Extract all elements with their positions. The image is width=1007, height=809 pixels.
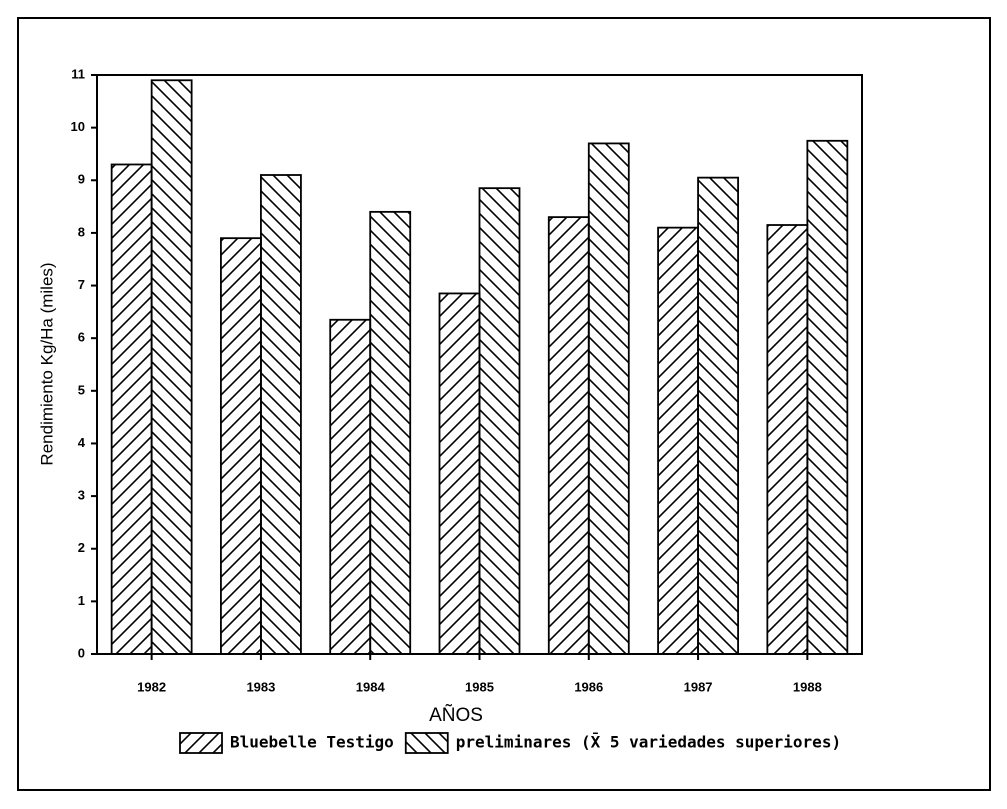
legend-label: preliminares (X̄ 5 variedades superiores…: [456, 732, 841, 752]
bar: [220, 237, 262, 655]
bar: [329, 318, 372, 655]
bar: [438, 292, 481, 655]
legend-swatch: [404, 732, 449, 754]
x-tick-label: 1983: [246, 679, 275, 694]
bar: [806, 139, 849, 655]
legend-label: Bluebelle Testigo: [230, 733, 394, 752]
bar: [657, 226, 699, 655]
bar: [547, 216, 590, 655]
legend-swatch: [179, 732, 223, 754]
bar: [260, 174, 302, 655]
bar: [766, 224, 809, 655]
y-tick-label: 11: [71, 66, 85, 81]
y-tick-label: 1: [78, 593, 85, 608]
x-tick-label: 1985: [465, 679, 494, 694]
y-tick-label: 8: [78, 224, 85, 239]
y-tick-label: 3: [78, 488, 85, 503]
bar: [369, 210, 412, 655]
y-axis-label: Rendimiento Kg/Ha (miles): [37, 262, 56, 465]
x-axis-label: AÑOS: [429, 704, 483, 726]
y-tick-label: 10: [71, 119, 85, 134]
y-tick-label: 5: [78, 382, 85, 397]
x-tick-label: 1984: [356, 679, 386, 694]
bar: [150, 79, 193, 655]
x-tick-label: 1986: [574, 679, 603, 694]
y-tick-label: 7: [78, 277, 85, 292]
x-tick-label: 1988: [793, 679, 822, 694]
bar: [478, 187, 521, 655]
bar: [697, 176, 739, 655]
bar: [587, 142, 630, 655]
x-tick-label: 1982: [137, 679, 166, 694]
outer-frame: [17, 17, 991, 791]
x-tick-label: 1987: [684, 679, 713, 694]
y-tick-label: 9: [78, 172, 85, 187]
y-tick-label: 0: [78, 645, 85, 660]
y-tick-label: 2: [78, 540, 85, 555]
y-tick-label: 6: [78, 330, 85, 345]
bar: [110, 163, 153, 655]
y-tick-label: 4: [78, 435, 86, 450]
